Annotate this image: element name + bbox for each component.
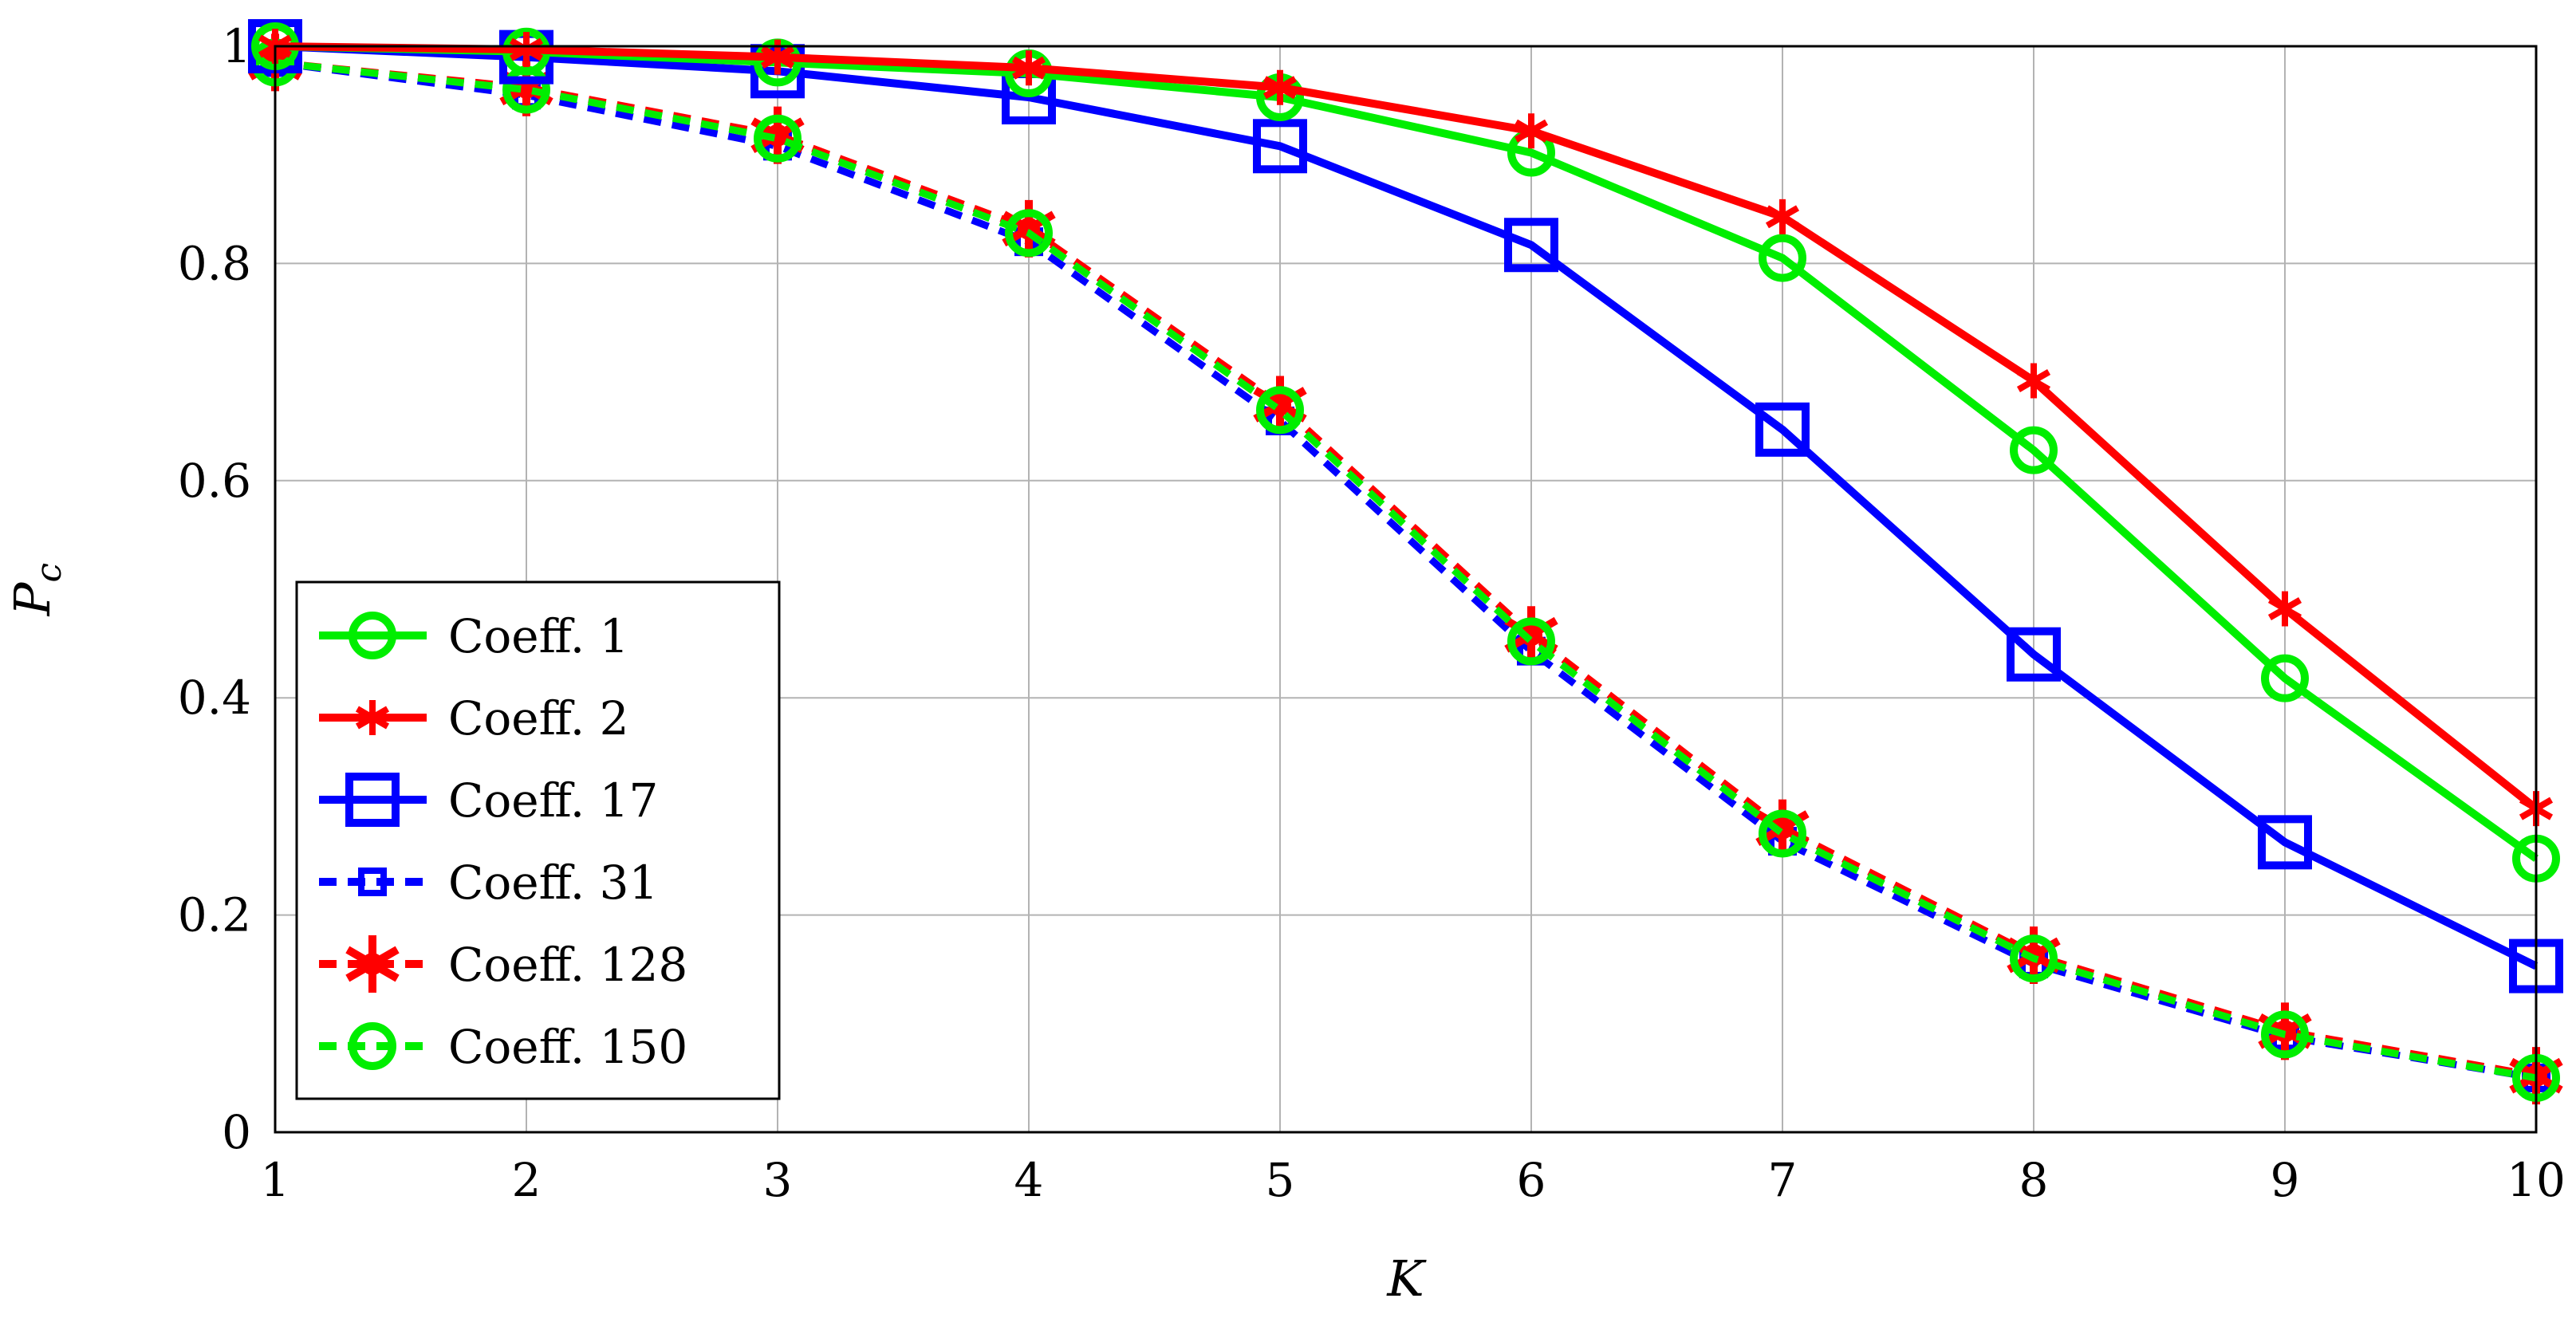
legend-marker xyxy=(355,700,390,735)
plot-frame xyxy=(274,45,2538,1134)
legend-label: Coeff. 17 xyxy=(448,773,658,828)
data-point xyxy=(1759,234,1806,282)
legend-marker xyxy=(345,773,400,827)
y-tick-label: 0.8 xyxy=(178,236,251,290)
legend-marker xyxy=(349,1022,396,1070)
legend: Coeff. 1 Coeff. 2 Coeff. 17 Coeff. 31 Coeff.… xyxy=(295,580,781,1100)
legend-label: Coeff. 2 xyxy=(448,691,629,746)
data-point xyxy=(2010,934,2058,983)
x-tick-label: 5 xyxy=(1266,1153,1295,1207)
x-tick-label: 2 xyxy=(512,1153,542,1207)
legend-label: Coeff. 128 xyxy=(448,938,687,992)
data-point xyxy=(760,39,795,75)
legend-label: Coeff. 31 xyxy=(448,856,658,910)
x-tick-label: 3 xyxy=(763,1153,793,1207)
data-point xyxy=(1005,209,1053,258)
legend-marker xyxy=(349,612,396,659)
x-axis-label: K xyxy=(1386,1249,1427,1308)
data-point xyxy=(1514,113,1549,149)
series-line xyxy=(274,42,2539,812)
series-line xyxy=(274,58,2537,1082)
data-point xyxy=(1253,119,1307,174)
data-point xyxy=(2267,591,2302,627)
legend-entry: Coeff. 31 xyxy=(319,856,658,910)
data-point xyxy=(1256,386,1304,435)
y-tick-label: 0.6 xyxy=(178,454,251,508)
y-axis-label-subscript: c xyxy=(29,563,69,583)
legend-box xyxy=(295,580,781,1100)
legend-label: Coeff. 150 xyxy=(448,1020,687,1074)
data-point-center xyxy=(1269,393,1291,416)
data-point xyxy=(2261,654,2309,702)
y-axis-label-main: P xyxy=(3,581,61,616)
legend-marker-center xyxy=(361,953,384,975)
legend-entry: Coeff. 1 xyxy=(319,609,629,663)
legend-entry: Coeff. 150 xyxy=(319,1020,687,1074)
data-point xyxy=(1011,50,1046,86)
legend-entry: Coeff. 2 xyxy=(319,691,629,746)
x-tick-label: 7 xyxy=(1768,1153,1798,1207)
data-point xyxy=(1262,69,1298,105)
y-axis-label: Pc xyxy=(3,563,69,616)
y-tick-label: 0.2 xyxy=(178,888,251,942)
data-point xyxy=(1504,218,1558,273)
data-point xyxy=(2016,363,2051,399)
y-tick-label: 1 xyxy=(222,19,251,73)
x-tick-label: 8 xyxy=(2019,1153,2049,1207)
y-tick-label: 0 xyxy=(222,1105,251,1159)
legend-label: Coeff. 1 xyxy=(448,609,629,663)
series-line xyxy=(274,42,2539,970)
data-point xyxy=(754,114,802,163)
y-tick-label: 0.4 xyxy=(178,671,251,725)
x-tick-label: 1 xyxy=(261,1153,290,1207)
data-point xyxy=(2010,426,2058,474)
data-point xyxy=(2007,627,2061,682)
data-point xyxy=(1507,617,1555,666)
data-point xyxy=(1765,199,1800,234)
tick-labels: 1 2 3 4 5 6 7 8 9 10 0 0.2 0.4 0.6 0.8 1 xyxy=(178,19,2566,1207)
legend-entry: Coeff. 17 xyxy=(319,773,658,828)
x-tick-label: 6 xyxy=(1517,1153,1546,1207)
legend-entry: Coeff. 128 xyxy=(319,935,687,993)
data-point xyxy=(1759,809,1806,858)
x-tick-label: 9 xyxy=(2271,1153,2300,1207)
x-tick-label: 4 xyxy=(1014,1153,1044,1207)
data-point xyxy=(2258,815,2312,870)
legend-marker xyxy=(358,868,387,896)
data-point xyxy=(2261,1010,2309,1059)
data-point xyxy=(1755,402,1810,457)
x-tick-label: 10 xyxy=(2507,1153,2566,1207)
series-line xyxy=(274,58,2537,1082)
